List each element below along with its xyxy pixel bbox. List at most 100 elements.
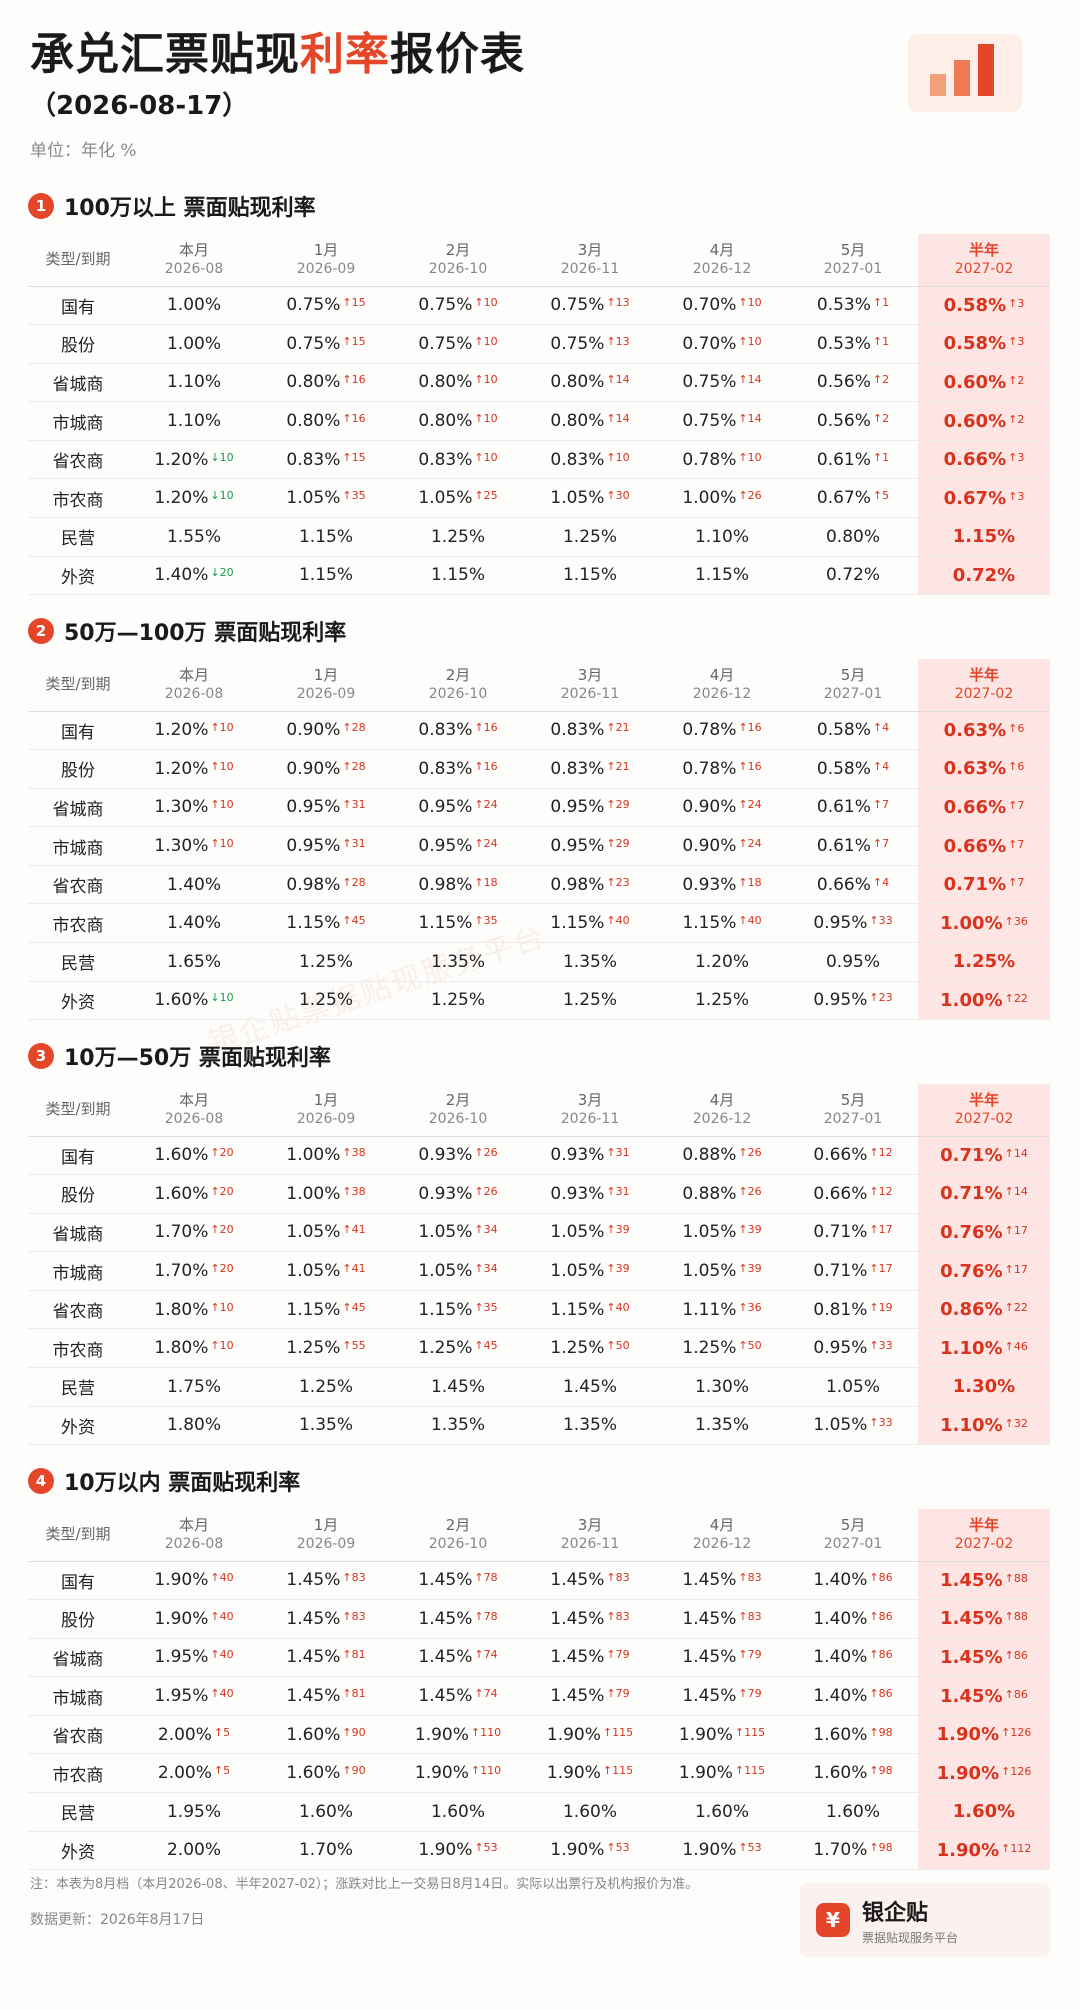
table-header-row: 类型/到期 本月 2026-08 1月 2026-09 2月 2026-10 3月 2026-1… xyxy=(28,1509,1050,1562)
rate-cell: 0.95% ↑29 xyxy=(524,826,656,866)
rate-cell: 0.83% ↑16 xyxy=(392,711,524,751)
rate-change: ↑90 xyxy=(342,1764,366,1778)
rate-change: ↑10 xyxy=(474,450,498,464)
title-part-2: 报价表 xyxy=(390,29,525,80)
column-date: 2026-09 xyxy=(296,1110,356,1127)
rate-change: ↑31 xyxy=(606,1184,630,1198)
rate-cell: 0.75% ↑13 xyxy=(524,286,656,326)
rate-change: ↑50 xyxy=(738,1339,762,1353)
rate-value: 1.25% xyxy=(430,990,485,1011)
rate-change: ↑12 xyxy=(869,1146,893,1160)
rate-cell: 1.25% xyxy=(524,981,656,1021)
rate-cell: 0.76% ↑17 xyxy=(918,1251,1050,1291)
unit-label: 单位：年化 % xyxy=(30,141,137,161)
rate-cell: 1.00% xyxy=(128,286,260,326)
rate-cell: 1.35% xyxy=(524,942,656,982)
rate-cell: 1.05% ↑41 xyxy=(260,1213,392,1253)
rate-cell: 0.63% ↑6 xyxy=(918,711,1050,751)
rate-cell: 0.71% ↑7 xyxy=(918,865,1050,905)
rate-value: 0.83% xyxy=(418,449,473,470)
rate-value: 1.10% xyxy=(166,411,221,432)
rate-cell: 1.45% ↑78 xyxy=(392,1599,524,1639)
rate-change: ↑40 xyxy=(210,1648,234,1662)
rate-value: 0.71% xyxy=(943,874,1007,896)
type-column-header: 类型/到期 xyxy=(28,1084,128,1137)
column-label: 半年 xyxy=(968,1090,999,1109)
rate-change: ↑17 xyxy=(1004,1223,1028,1237)
rate-cell: 1.00% ↑22 xyxy=(918,981,1050,1021)
column-date: 2026-12 xyxy=(692,1535,752,1552)
rate-value: 0.90% xyxy=(286,720,341,741)
rate-value: 1.65% xyxy=(166,951,221,972)
column-header: 本月 2026-08 xyxy=(128,659,260,712)
rate-cell: 0.90% ↑28 xyxy=(260,749,392,789)
rate-change: ↑35 xyxy=(474,1300,498,1314)
bank-type-cell: 国有 xyxy=(28,1561,128,1601)
rate-cell: 1.55% xyxy=(128,517,260,557)
rate-cell: 1.60% xyxy=(260,1792,392,1832)
rate-change: ↑115 xyxy=(602,1764,634,1778)
rate-cell: 1.90% ↑40 xyxy=(128,1599,260,1639)
table-row: 外资 2.00% 1.70% 1.90% ↑53 1.90% ↑53 1.90% ↑53 1.70… xyxy=(28,1831,1050,1871)
rate-cell: 1.90% ↑112 xyxy=(918,1831,1050,1871)
rate-change: ↑20 xyxy=(210,1184,234,1198)
rate-cell: 0.71% ↑14 xyxy=(918,1174,1050,1214)
rate-value: 1.05% xyxy=(550,488,605,509)
rate-cell: 1.90% ↑110 xyxy=(392,1715,524,1755)
bank-type-cell: 外资 xyxy=(28,1831,128,1871)
rate-value: 1.15% xyxy=(550,1299,605,1320)
rate-change: ↑13 xyxy=(606,334,630,348)
rate-change: ↑21 xyxy=(606,759,630,773)
rate-cell: 0.98% ↑18 xyxy=(392,865,524,905)
rate-cell: 0.75% ↑14 xyxy=(656,363,788,403)
rate-cell: 0.83% ↑10 xyxy=(392,440,524,480)
rate-change: ↓10 xyxy=(210,450,234,464)
column-header: 4月 2026-12 xyxy=(656,234,788,287)
column-date: 2027-02 xyxy=(954,685,1014,702)
rate-value: 0.81% xyxy=(813,1299,868,1320)
rate-cell: 0.93% ↑31 xyxy=(524,1174,656,1214)
bank-type-cell: 股份 xyxy=(28,324,128,364)
rate-cell: 1.30% ↑10 xyxy=(128,826,260,866)
column-header: 3月 2026-11 xyxy=(524,234,656,287)
rate-value: 1.00% xyxy=(940,989,1003,1011)
rate-change: ↑10 xyxy=(474,412,498,426)
rate-cell: 0.95% ↑24 xyxy=(392,826,524,866)
rate-value: 1.25% xyxy=(298,990,353,1011)
rate-cell: 1.10% xyxy=(128,363,260,403)
rate-value: 1.20% xyxy=(154,449,209,470)
table-row: 股份 1.00% 0.75% ↑15 0.75% ↑10 0.75% ↑13 0.70% ↑10 0… xyxy=(28,324,1050,364)
rate-cell: 1.25% xyxy=(260,942,392,982)
column-label: 4月 xyxy=(709,665,735,684)
rate-value: 0.66% xyxy=(813,1183,868,1204)
rate-value: 0.83% xyxy=(418,758,473,779)
rate-value: 1.25% xyxy=(298,1376,353,1397)
rate-value: 0.75% xyxy=(418,333,473,354)
column-label: 本月 xyxy=(178,1515,209,1534)
rate-value: 1.60% xyxy=(154,1145,209,1166)
rate-value: 1.45% xyxy=(550,1686,605,1707)
column-date: 2026-09 xyxy=(296,685,356,702)
rate-change: ↑2 xyxy=(872,412,890,426)
rate-value: 0.98% xyxy=(418,874,473,895)
rate-value: 1.45% xyxy=(418,1686,473,1707)
rate-value: 1.45% xyxy=(940,1569,1003,1591)
rate-cell: 1.00% ↑38 xyxy=(260,1174,392,1214)
rate-change: ↑110 xyxy=(470,1725,502,1739)
rate-cell: 1.90% ↑115 xyxy=(524,1715,656,1755)
type-column-header: 类型/到期 xyxy=(28,234,128,287)
column-label: 2月 xyxy=(445,1090,471,1109)
rate-cell: 1.40% ↑86 xyxy=(788,1676,918,1716)
rate-value: 0.71% xyxy=(813,1261,868,1282)
rate-value: 0.93% xyxy=(418,1183,473,1204)
bank-type-cell: 市农商 xyxy=(28,903,128,944)
rate-value: 0.95% xyxy=(813,1338,868,1359)
rate-cell: 1.05% ↑35 xyxy=(260,478,392,519)
rate-value: 1.45% xyxy=(430,1376,485,1397)
column-date: 2026-08 xyxy=(164,260,224,277)
rate-cell: 1.90% ↑115 xyxy=(524,1753,656,1794)
rate-table: 类型/到期 本月 2026-08 1月 2026-09 2月 2026-10 3月 2026-1… xyxy=(28,234,1050,596)
rate-cell: 1.25% xyxy=(524,517,656,557)
rate-cell: 1.45% ↑83 xyxy=(656,1561,788,1601)
rate-cell: 2.00% xyxy=(128,1831,260,1871)
